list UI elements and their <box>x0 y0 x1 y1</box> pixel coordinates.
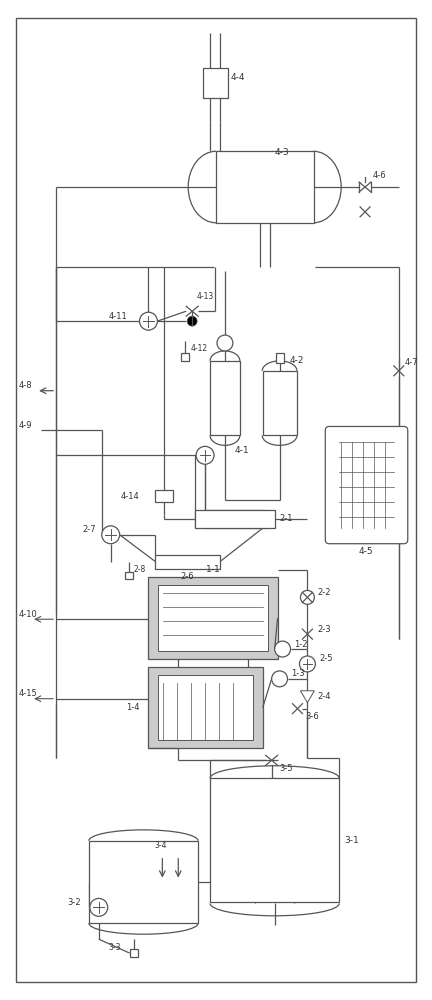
Text: 4-15: 4-15 <box>18 689 37 698</box>
Text: 4-8: 4-8 <box>18 381 32 390</box>
Bar <box>210 361 240 435</box>
Circle shape <box>102 526 120 544</box>
Text: 2-6: 2-6 <box>181 572 194 581</box>
Circle shape <box>196 446 214 464</box>
Text: 2-7: 2-7 <box>83 525 96 534</box>
Text: 3-6: 3-6 <box>305 712 319 721</box>
Bar <box>124 572 133 579</box>
Text: 4-2: 4-2 <box>289 356 304 365</box>
Bar <box>181 353 189 361</box>
Bar <box>159 675 253 740</box>
Circle shape <box>217 335 233 351</box>
Text: 1-3: 1-3 <box>292 669 305 678</box>
FancyBboxPatch shape <box>325 426 408 544</box>
Bar <box>149 577 278 659</box>
Text: 2-4: 2-4 <box>318 692 331 701</box>
Text: 1-4: 1-4 <box>127 703 140 712</box>
Text: 3-5: 3-5 <box>280 764 293 773</box>
Text: 4-6: 4-6 <box>373 171 387 180</box>
Text: 1-1: 1-1 <box>206 565 220 574</box>
Text: 2-3: 2-3 <box>318 625 331 634</box>
Circle shape <box>187 316 197 326</box>
Bar <box>156 490 173 502</box>
Bar <box>203 68 228 98</box>
Bar <box>130 949 137 957</box>
Text: 4-10: 4-10 <box>18 610 37 619</box>
Circle shape <box>272 671 288 687</box>
Circle shape <box>299 656 315 672</box>
Text: 4-5: 4-5 <box>359 547 373 556</box>
Text: 4-7: 4-7 <box>405 358 419 367</box>
Bar <box>195 510 275 528</box>
Circle shape <box>140 312 157 330</box>
Text: 3-2: 3-2 <box>67 898 81 907</box>
Text: 4-3: 4-3 <box>275 148 289 157</box>
Text: 4-11: 4-11 <box>109 312 127 321</box>
Text: 4-14: 4-14 <box>121 492 140 501</box>
Bar <box>216 151 314 223</box>
Text: 2-2: 2-2 <box>318 588 331 597</box>
Text: 4-13: 4-13 <box>197 292 214 301</box>
Polygon shape <box>300 691 314 703</box>
Text: 1-2: 1-2 <box>295 640 308 649</box>
Bar <box>210 778 339 902</box>
Bar <box>276 353 283 363</box>
Bar <box>156 555 220 569</box>
Text: 4-12: 4-12 <box>190 344 207 353</box>
Circle shape <box>300 590 314 604</box>
Bar <box>149 667 263 748</box>
Text: 4-9: 4-9 <box>18 421 32 430</box>
Text: 4-4: 4-4 <box>231 73 245 82</box>
Bar <box>89 841 198 923</box>
Text: 2-1: 2-1 <box>280 514 293 523</box>
Bar <box>263 371 298 435</box>
Text: 2-5: 2-5 <box>319 654 333 663</box>
Circle shape <box>275 641 290 657</box>
Text: 2-8: 2-8 <box>133 565 146 574</box>
Text: 4-1: 4-1 <box>235 446 250 455</box>
Text: 3-3: 3-3 <box>109 943 121 952</box>
Circle shape <box>90 898 108 916</box>
Text: 3-4: 3-4 <box>154 841 167 850</box>
Text: 3-1: 3-1 <box>344 836 359 845</box>
Bar <box>159 585 268 651</box>
